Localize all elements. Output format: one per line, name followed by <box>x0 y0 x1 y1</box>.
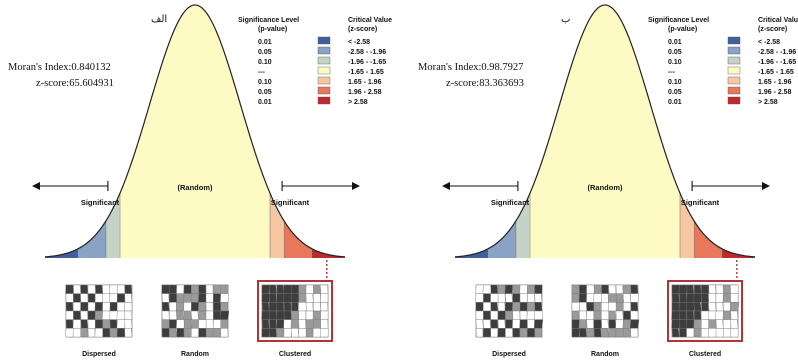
legend-swatch <box>317 46 331 55</box>
curve-band-1 <box>45 248 78 258</box>
legend-pvalue: 0.10 <box>668 79 682 86</box>
significant-right-label: Significant <box>271 198 310 207</box>
arrow-right-icon <box>352 182 360 190</box>
arrow-left-icon <box>442 182 450 190</box>
highlight-frame <box>667 280 743 342</box>
legend-header-significance: Significance Level <box>238 17 299 24</box>
map-caption: Clustered <box>279 351 311 358</box>
legend-swatch <box>727 56 741 65</box>
curve-band-3 <box>105 194 120 258</box>
legend-zscore: > 2.58 <box>758 99 778 106</box>
significant-left-label: Significant <box>491 198 530 207</box>
legend-swatch <box>727 96 741 105</box>
map-caption: Dispersed <box>492 351 526 358</box>
legend-pvalue: 0.05 <box>668 89 682 96</box>
highlight-frame <box>257 280 333 342</box>
legend-pvalue: 0.10 <box>258 79 272 86</box>
legend-zscore: -2.58 - -1.96 <box>758 49 796 56</box>
legend-zscore: -1.65 - 1.65 <box>348 69 384 76</box>
curve-band-7 <box>312 248 345 258</box>
legend-pvalue: 0.05 <box>258 49 272 56</box>
z-score-text: z-score:65.604931 <box>36 78 114 89</box>
legend-zscore: -2.58 - -1.96 <box>348 49 386 56</box>
legend-zscore: 1.96 - 2.58 <box>758 89 792 96</box>
map-caption: Dispersed <box>82 351 116 358</box>
morans-index-text: Moran's Index:0.840132 <box>8 62 111 73</box>
legend-swatch <box>727 66 741 75</box>
curve-band-7 <box>722 248 755 258</box>
legend-swatch <box>317 76 331 85</box>
arrow-left-icon <box>32 182 40 190</box>
legend-zscore: 1.65 - 1.96 <box>758 79 792 86</box>
legend-header-critical: Critical Value <box>348 17 392 24</box>
legend-pvalue: 0.01 <box>258 99 272 106</box>
legend-header-zscore: (z-score) <box>348 26 377 33</box>
curve-band-3 <box>515 194 530 258</box>
panel-label: الف <box>151 14 167 25</box>
legend-swatch <box>317 96 331 105</box>
legend-header-critical: Critical Value <box>758 17 798 24</box>
map-dispersed: Dispersed <box>475 284 544 358</box>
legend-swatch <box>317 86 331 95</box>
map-dispersed: Dispersed <box>65 284 133 358</box>
panel-label: ب <box>561 14 570 25</box>
legend-zscore: -1.96 - -1.65 <box>758 59 796 66</box>
normal-curve <box>454 4 756 258</box>
legend-pvalue: 0.10 <box>668 59 682 66</box>
significant-left-label: Significant <box>81 198 120 207</box>
panel-right: ب Moran's Index:0.98.7927 z-score:83.36369… <box>418 4 798 358</box>
legend-swatch <box>727 76 741 85</box>
legend-pvalue: --- <box>668 69 676 76</box>
map-random: Random <box>571 284 640 358</box>
legend-swatch <box>317 66 331 75</box>
curve-band-1 <box>455 248 488 258</box>
map-random: Random <box>161 284 230 358</box>
legend-swatch <box>727 86 741 95</box>
curve-band-5 <box>680 193 694 258</box>
legend-pvalue: 0.01 <box>258 39 272 46</box>
legend-header-significance: Significance Level <box>648 17 709 24</box>
legend-header-pvalue: (p-value) <box>668 26 697 33</box>
legend-pvalue: 0.05 <box>258 89 272 96</box>
significant-right-label: Significant <box>681 198 720 207</box>
legend-swatch <box>727 36 741 45</box>
map-clustered: Clustered <box>257 256 333 358</box>
legend-header-zscore: (z-score) <box>758 26 787 33</box>
significance-legend: Significance Level (p-value) Critical Valu… <box>238 17 392 106</box>
legend-pvalue: 0.10 <box>258 59 272 66</box>
map-clustered: Clustered <box>667 256 743 358</box>
legend-zscore: -1.65 - 1.65 <box>758 69 794 76</box>
significance-legend: Significance Level (p-value) Critical Valu… <box>648 17 798 106</box>
legend-zscore: > 2.58 <box>348 99 368 106</box>
curve-band-4 <box>530 5 680 259</box>
z-score-text: z-score:83.363693 <box>446 78 524 89</box>
panel-left: الف Moran's Index:0.840132 z-score:65.6049… <box>8 4 392 358</box>
random-label: (Random) <box>178 183 213 192</box>
random-label: (Random) <box>588 183 623 192</box>
legend-zscore: -1.96 - -1.65 <box>348 59 386 66</box>
legend-header-pvalue: (p-value) <box>258 26 287 33</box>
legend-pvalue: --- <box>258 69 266 76</box>
map-caption: Clustered <box>689 351 721 358</box>
map-caption: Random <box>181 351 209 358</box>
morans-index-text: Moran's Index:0.98.7927 <box>418 62 523 73</box>
curve-band-4 <box>120 5 270 259</box>
curve-band-5 <box>270 193 284 258</box>
arrow-right-icon <box>762 182 770 190</box>
map-caption: Random <box>591 351 619 358</box>
legend-zscore: < -2.58 <box>758 39 780 46</box>
legend-pvalue: 0.01 <box>668 99 682 106</box>
legend-zscore: 1.96 - 2.58 <box>348 89 382 96</box>
legend-pvalue: 0.01 <box>668 39 682 46</box>
legend-zscore: 1.65 - 1.96 <box>348 79 382 86</box>
legend-swatch <box>317 56 331 65</box>
legend-pvalue: 0.05 <box>668 49 682 56</box>
legend-swatch <box>727 46 741 55</box>
legend-swatch <box>317 36 331 45</box>
legend-zscore: < -2.58 <box>348 39 370 46</box>
normal-curve <box>44 4 346 258</box>
